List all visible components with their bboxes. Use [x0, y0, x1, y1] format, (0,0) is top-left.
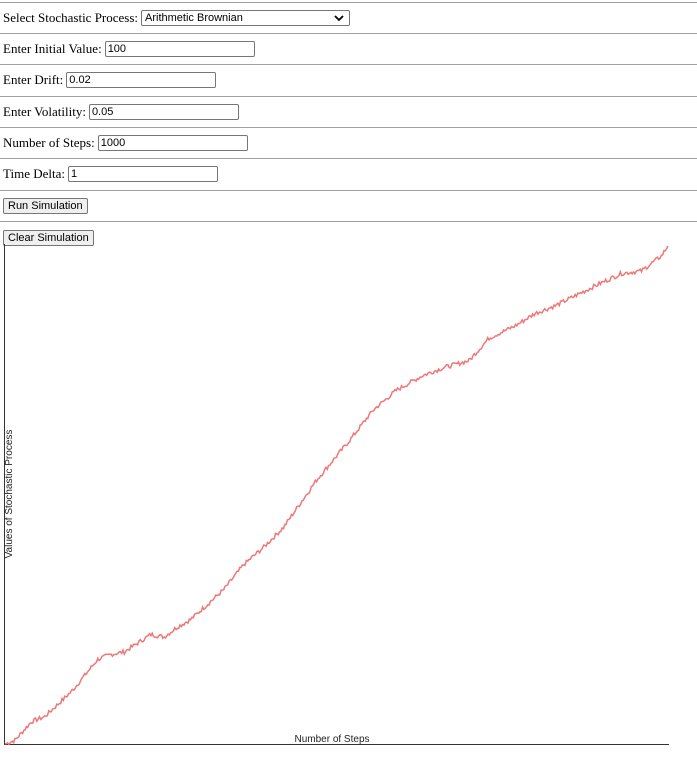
drift-row: Enter Drift: [3, 69, 217, 91]
volatility-row: Enter Volatility: [3, 101, 239, 123]
drift-label: Enter Drift: [3, 72, 64, 87]
x-axis-label: Number of Steps [294, 734, 369, 745]
process-label: Select Stochastic Process: [3, 10, 139, 25]
steps-row: Number of Steps: [3, 132, 248, 154]
divider [0, 64, 697, 65]
time-delta-input[interactable] [68, 166, 218, 182]
divider [0, 127, 697, 128]
series-line [4, 245, 669, 746]
initial-value-input[interactable] [104, 41, 255, 57]
y-axis-label: Values of Stochastic Process [4, 430, 15, 559]
clear-simulation-button[interactable]: Clear Simulation [3, 230, 94, 246]
initial-value-row: Enter Initial Value: [3, 38, 255, 60]
process-row: Select Stochastic Process: Arithmetic Br… [3, 7, 351, 29]
divider [0, 2, 697, 3]
divider [0, 96, 697, 97]
process-select[interactable]: Arithmetic Brownian [141, 10, 351, 26]
steps-label: Number of Steps: [3, 135, 95, 150]
divider [0, 33, 697, 34]
divider [0, 158, 697, 159]
steps-input[interactable] [97, 135, 248, 151]
time-delta-row: Time Delta: [3, 163, 218, 185]
run-row: Run Simulation [3, 195, 88, 217]
volatility-label: Enter Volatility: [3, 104, 86, 119]
initial-value-label: Enter Initial Value: [3, 41, 102, 56]
clear-row: Clear Simulation [3, 227, 94, 249]
chevron-down-icon [334, 14, 344, 21]
time-delta-label: Time Delta: [3, 166, 65, 181]
simulation-chart: Number of Steps Values of Stochastic Pro… [4, 244, 669, 746]
divider [0, 190, 697, 191]
volatility-input[interactable] [88, 104, 239, 120]
run-simulation-button[interactable]: Run Simulation [3, 198, 88, 214]
process-select-value: Arithmetic Brownian [145, 12, 243, 24]
divider [0, 221, 697, 222]
drift-input[interactable] [66, 72, 217, 88]
